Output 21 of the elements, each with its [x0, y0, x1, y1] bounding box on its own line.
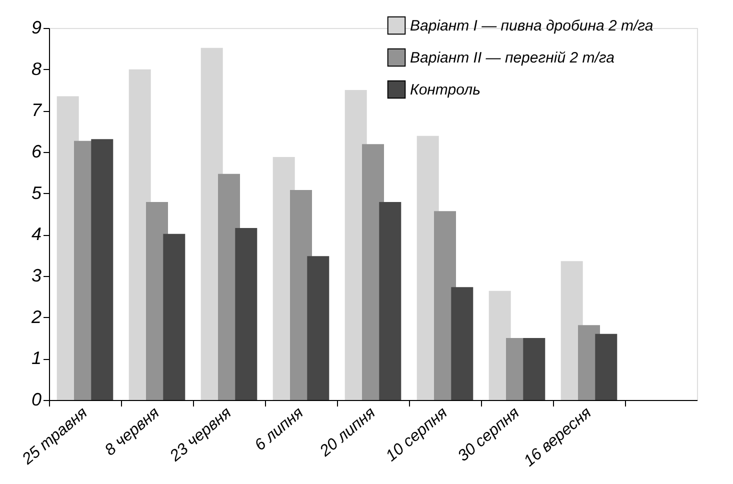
legend-label: Варіант I — пивна дробина 2 т/га [410, 18, 654, 34]
bar [235, 228, 258, 400]
y-tick-label: 1 [31, 348, 42, 368]
y-tick-label: 4 [31, 224, 42, 244]
y-tick-label: 8 [31, 58, 42, 79]
y-tick-label: 9 [31, 18, 42, 38]
bar [307, 256, 330, 400]
bar [595, 334, 618, 400]
bar [163, 234, 186, 400]
bar [91, 139, 114, 400]
bar [379, 202, 402, 400]
y-tick-label: 3 [31, 266, 42, 286]
legend-label: Варіант II — перегній 2 т/га [410, 50, 614, 66]
y-tick-label: 0 [31, 390, 42, 410]
bar [451, 287, 474, 400]
y-tick-label: 7 [31, 100, 42, 120]
y-tick-label: 5 [31, 182, 42, 203]
y-tick-label: 6 [31, 142, 42, 162]
y-tick-label: 2 [30, 306, 42, 327]
legend-label: Контроль [410, 82, 481, 98]
bar [523, 338, 546, 400]
